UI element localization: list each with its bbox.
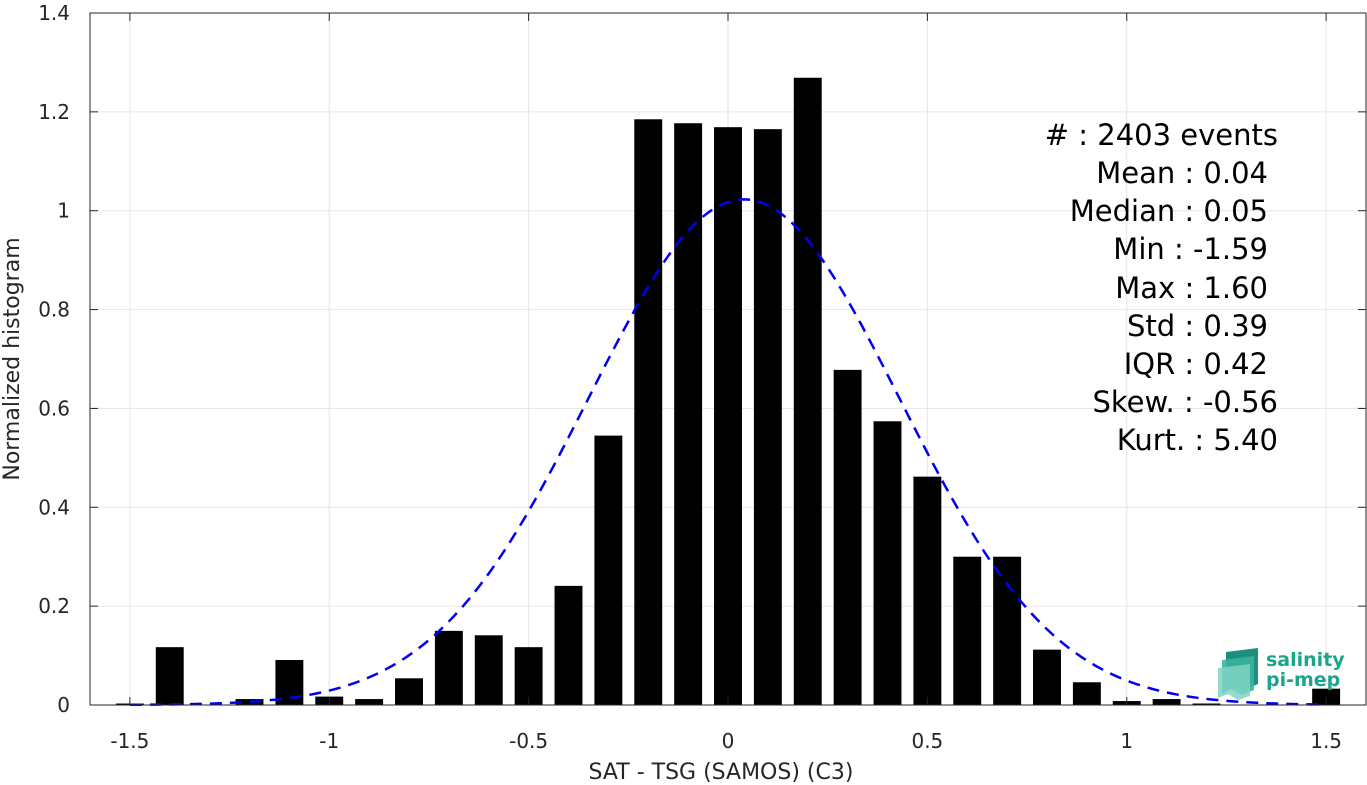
wave-logo-icon [1218, 648, 1258, 700]
x-tick-label: 1 [1120, 729, 1133, 753]
y-tick-label: 0.4 [38, 495, 70, 519]
histogram-bar [634, 119, 663, 706]
stat-std: Std : 0.39 [1127, 309, 1268, 343]
x-tick-label: 0.5 [911, 729, 943, 753]
histogram-bar [913, 476, 942, 705]
y-tick-label: 1 [57, 199, 70, 223]
stat-max: Max : 1.60 [1115, 271, 1268, 305]
histogram-bar [1152, 699, 1181, 705]
axis-ticks [90, 12, 1366, 706]
stat-median: Median : 0.05 [1070, 194, 1268, 228]
y-tick-label: 1.4 [38, 1, 70, 25]
histogram-bar [1033, 649, 1061, 705]
histogram-bar [714, 127, 742, 706]
histogram-bar [514, 647, 543, 705]
histogram-bar [474, 635, 503, 705]
statistics-annotation: # : 2403 events Mean : 0.04 Median : 0.0… [1045, 118, 1278, 457]
x-tick-label: -1.5 [110, 729, 149, 753]
histogram-bar [395, 678, 423, 705]
histogram-bar [235, 699, 264, 705]
x-axis-label: SAT - TSG (SAMOS) (C3) [589, 760, 854, 785]
salinity-pi-mep-logo: salinity pi-mep [1218, 648, 1345, 700]
histogram-bar [873, 421, 902, 705]
histogram-bars [115, 77, 1341, 706]
stat-count: # : 2403 events [1045, 118, 1278, 152]
histogram-bar [594, 435, 623, 705]
histogram-bar [1312, 688, 1341, 705]
histogram-bar [833, 369, 862, 705]
stat-skew: Skew. : -0.56 [1092, 385, 1278, 419]
histogram-bar [793, 77, 822, 706]
histogram-bar [355, 699, 384, 705]
x-tick-label: 0 [722, 729, 735, 753]
stat-mean: Mean : 0.04 [1096, 156, 1268, 190]
logo-line-1: salinity [1266, 649, 1345, 671]
histogram-bar [953, 556, 982, 705]
histogram-bar [155, 647, 184, 705]
histogram-bar [993, 556, 1022, 705]
stat-min: Min : -1.59 [1113, 232, 1268, 266]
gaussian-fit-curve [129, 198, 1327, 707]
y-axis-label: Normalized histogram [0, 237, 25, 480]
y-tick-label: 0 [57, 693, 70, 717]
stat-kurt: Kurt. : 5.40 [1117, 423, 1278, 457]
histogram-bar [674, 123, 703, 706]
histogram-bar [434, 630, 463, 705]
x-tick-label: 1.5 [1310, 729, 1342, 753]
x-tick-label: -0.5 [509, 729, 548, 753]
histogram-bar [1072, 682, 1101, 705]
histogram-bar [554, 585, 583, 705]
histogram-bar [753, 129, 782, 705]
y-tick-label: 0.8 [38, 298, 70, 322]
logo-line-2: pi-mep [1266, 669, 1340, 691]
x-tick-labels: -1.5 -1 -0.5 0 0.5 1 1.5 [110, 729, 1342, 753]
y-tick-label: 1.2 [38, 100, 70, 124]
y-tick-label: 0.6 [38, 396, 70, 420]
stat-iqr: IQR : 0.42 [1124, 347, 1268, 381]
y-tick-label: 0.2 [38, 594, 70, 618]
y-tick-labels: 0 0.2 0.4 0.6 0.8 1 1.2 1.4 [38, 1, 70, 717]
x-tick-label: -1 [319, 729, 339, 753]
histogram-bar [1192, 703, 1221, 705]
